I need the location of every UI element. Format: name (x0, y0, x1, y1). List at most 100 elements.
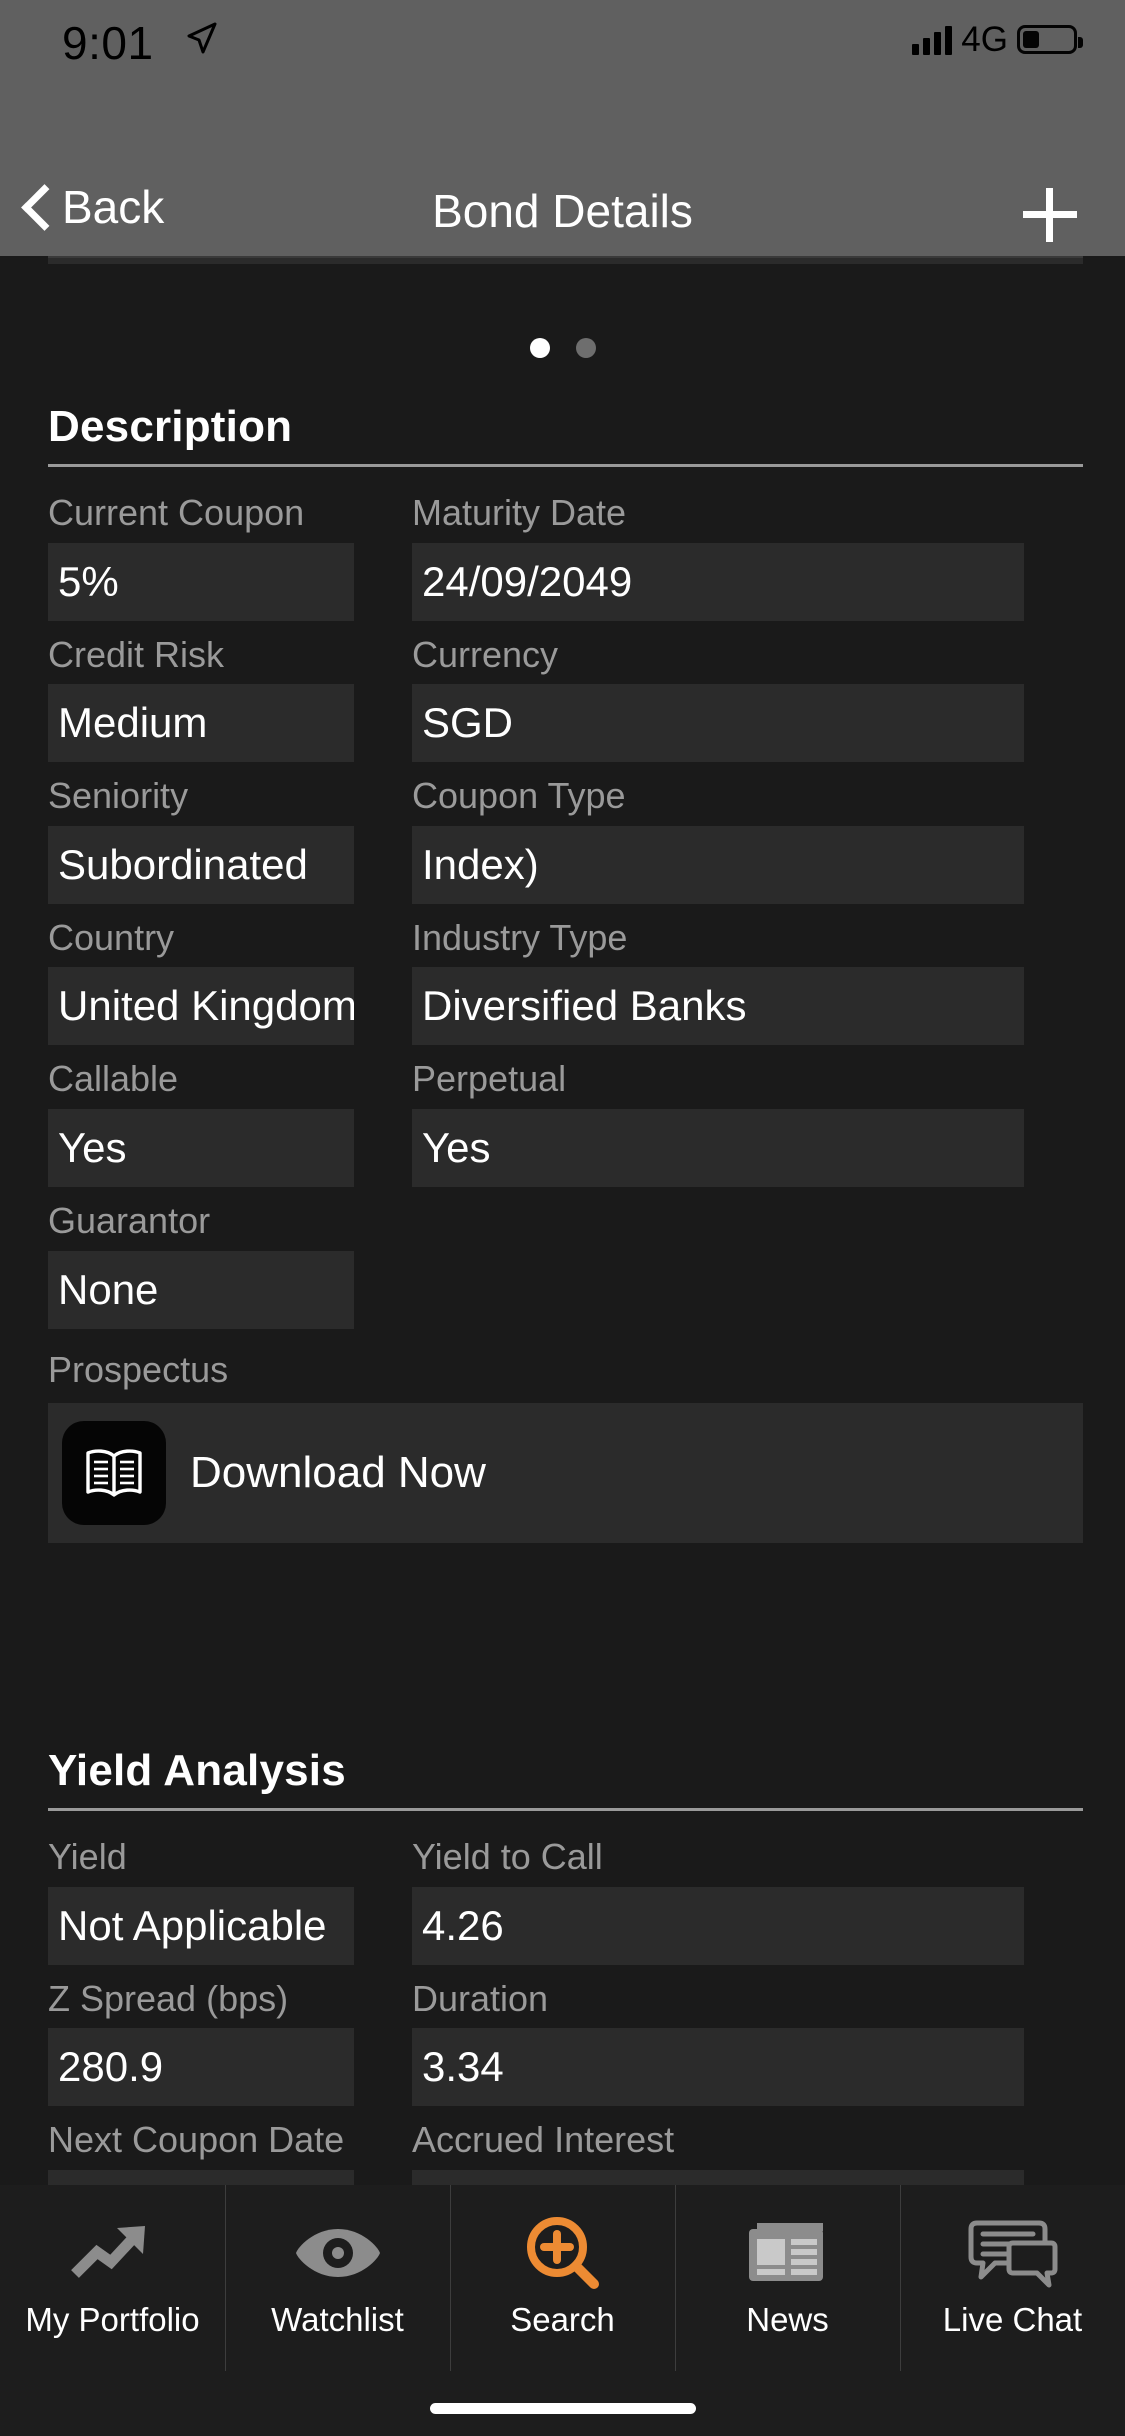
field-industry-type: Industry Type Diversified Banks (412, 904, 1024, 1046)
field-value: 3.34 (412, 2028, 1024, 2107)
field-label: Yield (48, 1836, 127, 1877)
field-current-coupon: Current Coupon 5% (48, 479, 354, 621)
field-label: Yield to Call (412, 1836, 603, 1877)
field-credit-risk: Credit Risk Medium (48, 621, 354, 763)
description-field-grid: Current Coupon 5% Maturity Date 24/09/20… (48, 479, 1083, 1329)
back-button-label: Back (62, 181, 165, 233)
field-value: Diversified Banks (412, 967, 1024, 1046)
status-time: 9:01 (62, 17, 154, 69)
field-value: None (48, 1250, 354, 1329)
field-z-spread: Z Spread (bps) 280.9 (48, 1965, 354, 2107)
prospectus-action-label: Download Now (190, 1447, 486, 1497)
field-maturity-date: Maturity Date 24/09/2049 (412, 479, 1024, 621)
newspaper-icon (745, 2211, 831, 2295)
field-value: Subordinated (48, 825, 354, 904)
open-book-icon (62, 1420, 166, 1525)
field-label: Current Coupon (48, 492, 305, 533)
content-scroll-area[interactable]: Description Current Coupon 5% Maturity D… (0, 256, 1125, 2185)
field-label: Country (48, 916, 175, 958)
field-row: Credit Risk Medium Currency SGD (48, 621, 1083, 763)
tab-label: News (746, 2301, 829, 2338)
tab-label: Watchlist (271, 2301, 404, 2338)
field-yield-to-call: Yield to Call 4.26 (412, 1823, 1024, 1965)
field-value: Yes (48, 1108, 354, 1187)
field-label: Accrued Interest (412, 2119, 675, 2161)
field-value: 1.356 (412, 2169, 1024, 2185)
tab-my-portfolio[interactable]: My Portfolio (0, 2185, 225, 2436)
field-label: Coupon Type (412, 775, 626, 817)
chat-bubbles-icon (967, 2211, 1059, 2295)
field-value: 4.26 (412, 1886, 1024, 1965)
field-row: Country United Kingdom Industry Type Div… (48, 904, 1083, 1046)
section-divider (48, 1808, 1083, 1811)
field-row: Guarantor None (48, 1187, 1083, 1329)
field-label: Guarantor (48, 1199, 211, 1241)
section-title-yield-analysis: Yield Analysis (48, 1746, 346, 1795)
tab-label: Search (510, 2301, 615, 2338)
field-value: 24/09/2049 (412, 542, 1024, 621)
section-description: Description Current Coupon 5% Maturity D… (48, 402, 1083, 1543)
field-label: Z Spread (bps) (48, 1977, 289, 2019)
clipped-card-edge (48, 256, 1083, 264)
tab-news[interactable]: News (675, 2185, 900, 2436)
signal-bars-icon (912, 25, 953, 55)
tab-label: Live Chat (942, 2301, 1083, 2338)
navigation-bar: Back Bond Details (0, 96, 1125, 256)
status-right-cluster: 4G (912, 20, 1083, 59)
tab-live-chat[interactable]: Live Chat (900, 2185, 1125, 2436)
field-label: Credit Risk (48, 633, 225, 675)
field-coupon-type: Coupon Type Index) (412, 762, 1024, 904)
field-label: Next Coupon Date (48, 2119, 345, 2161)
tab-search[interactable]: Search (450, 2185, 675, 2436)
field-row: Callable Yes Perpetual Yes (48, 1045, 1083, 1187)
field-value: Yes (412, 1108, 1024, 1187)
field-label: Seniority (48, 775, 189, 817)
top-bar: 9:01 4G Back Bond Details (0, 0, 1125, 256)
field-value: 5% (48, 542, 354, 621)
field-value: Not Applicable (48, 1886, 354, 1965)
field-value: SGD (412, 684, 1024, 763)
add-button[interactable] (1023, 188, 1077, 242)
field-row: Seniority Subordinated Coupon Type Index… (48, 762, 1083, 904)
search-plus-icon (524, 2211, 602, 2295)
field-row: Current Coupon 5% Maturity Date 24/09/20… (48, 479, 1083, 621)
page-dot-2[interactable] (575, 338, 596, 358)
status-bar: 9:01 4G (0, 0, 1125, 96)
field-row: Yield Not Applicable Yield to Call 4.26 (48, 1823, 1083, 1965)
bottom-tab-bar: My Portfolio Watchlist Se (0, 2185, 1125, 2436)
field-value: Medium (48, 684, 354, 763)
field-currency: Currency SGD (412, 621, 1024, 763)
page-indicator[interactable] (0, 338, 1125, 358)
prospectus-download-row[interactable]: Download Now (48, 1402, 1083, 1543)
field-callable: Callable Yes (48, 1045, 354, 1187)
field-row: Z Spread (bps) 280.9 Duration 3.34 (48, 1965, 1083, 2107)
field-label: Duration (412, 1977, 549, 2019)
field-value: 280.9 (48, 2028, 354, 2107)
field-value: 24/03/2020 (48, 2169, 354, 2185)
field-accrued-interest: Accrued Interest 1.356 (412, 2106, 1024, 2185)
prospectus-label: Prospectus (48, 1348, 229, 1390)
section-divider (48, 464, 1083, 467)
page-dot-1[interactable] (529, 338, 550, 358)
back-button[interactable]: Back (22, 180, 164, 234)
yield-field-grid: Yield Not Applicable Yield to Call 4.26 … (48, 1823, 1083, 2185)
section-title-description: Description (48, 402, 293, 451)
trending-up-arrow-icon (70, 2211, 155, 2295)
eye-icon (292, 2211, 384, 2295)
tab-label: My Portfolio (25, 2301, 200, 2338)
network-type-label: 4G (961, 20, 1008, 59)
location-arrow-icon (187, 22, 217, 54)
field-value: Index) (412, 825, 1024, 904)
field-next-coupon-date: Next Coupon Date 24/03/2020 (48, 2106, 354, 2185)
field-value: United Kingdom (48, 967, 354, 1046)
tab-watchlist[interactable]: Watchlist (225, 2185, 450, 2436)
battery-icon (1017, 25, 1083, 54)
field-label: Callable (48, 1058, 179, 1100)
field-seniority: Seniority Subordinated (48, 762, 354, 904)
field-yield: Yield Not Applicable (48, 1823, 354, 1965)
field-label: Perpetual (412, 1058, 567, 1100)
field-row: Next Coupon Date 24/03/2020 Accrued Inte… (48, 2106, 1083, 2185)
field-duration: Duration 3.34 (412, 1965, 1024, 2107)
field-guarantor: Guarantor None (48, 1187, 354, 1329)
